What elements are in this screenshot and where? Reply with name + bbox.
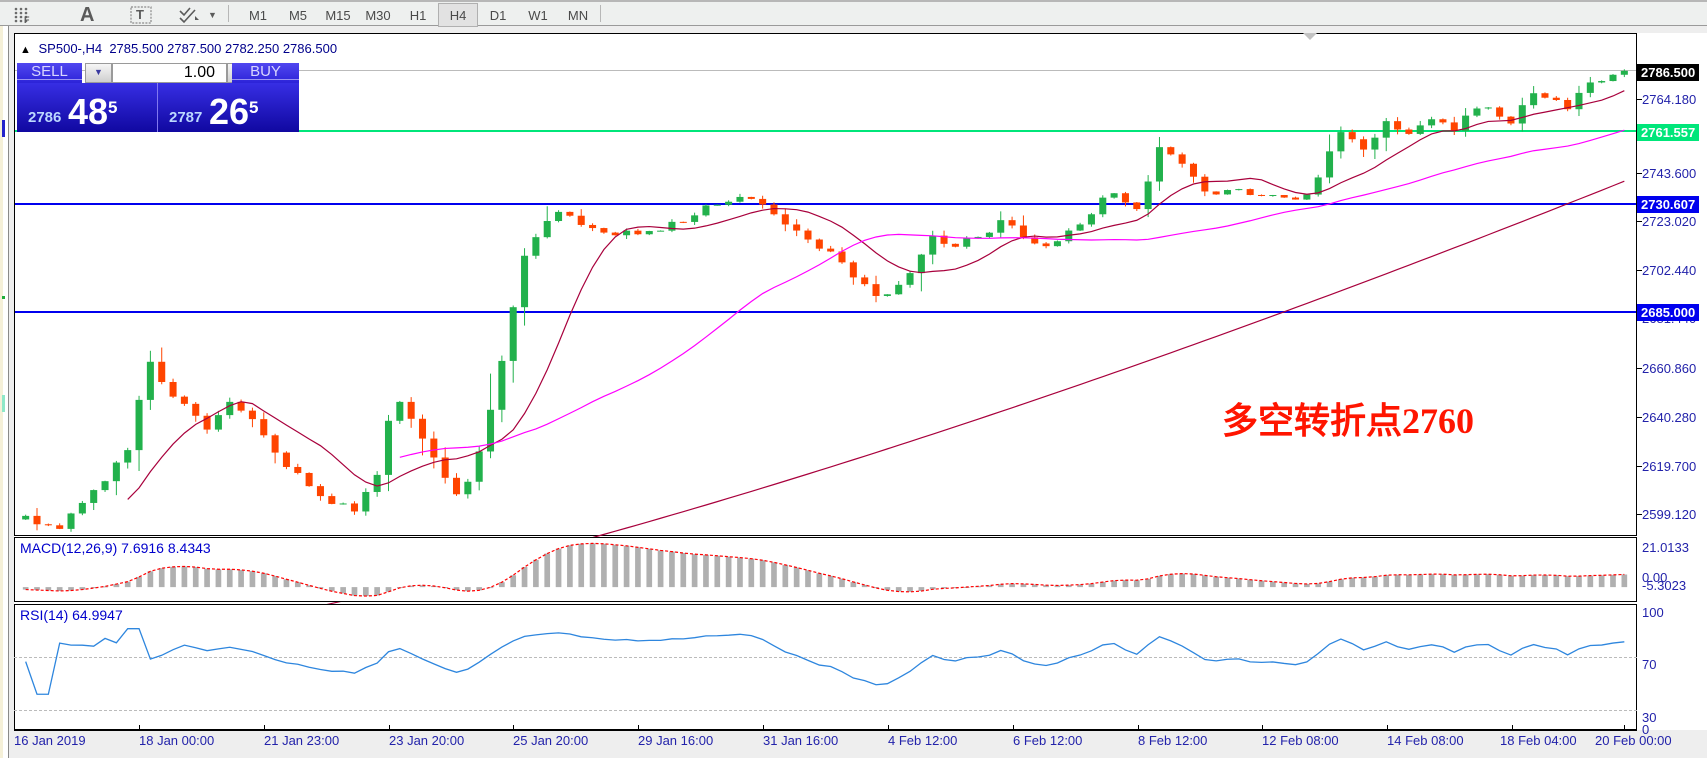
svg-text:F: F [24,15,31,23]
svg-text:T: T [136,7,144,22]
